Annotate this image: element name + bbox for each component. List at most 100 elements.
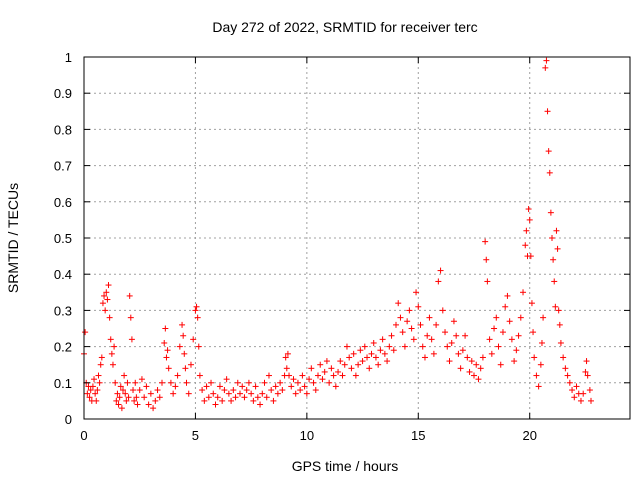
data-point	[406, 307, 413, 314]
data-point	[127, 314, 134, 321]
data-point	[433, 321, 440, 328]
plot-frame	[83, 56, 631, 420]
data-point	[210, 390, 217, 397]
data-point	[390, 347, 397, 354]
data-point	[99, 300, 106, 307]
data-point	[410, 336, 417, 343]
data-point	[453, 332, 460, 339]
data-point	[483, 256, 490, 263]
data-point	[87, 387, 94, 394]
data-point	[239, 383, 246, 390]
data-point	[225, 390, 232, 397]
data-point	[426, 314, 433, 321]
data-point	[566, 379, 573, 386]
data-point	[164, 347, 171, 354]
data-point	[401, 343, 408, 350]
data-point	[550, 256, 557, 263]
data-point	[299, 372, 306, 379]
data-point	[104, 296, 111, 303]
data-point	[430, 350, 437, 357]
data-point	[136, 387, 143, 394]
data-point	[163, 354, 170, 361]
data-point	[468, 358, 475, 365]
data-point	[108, 350, 115, 357]
data-point	[337, 358, 344, 365]
data-point	[308, 365, 315, 372]
data-point	[205, 394, 212, 401]
data-point	[174, 372, 181, 379]
y-tick-label: 0	[65, 412, 72, 427]
data-point	[124, 379, 131, 386]
data-point	[557, 339, 564, 346]
data-point	[328, 365, 335, 372]
data-point	[466, 368, 473, 375]
data-point	[446, 358, 453, 365]
x-axis-ticks: 0 5 10 15 20	[80, 57, 537, 443]
data-points	[81, 57, 594, 412]
data-point	[310, 379, 317, 386]
data-point	[138, 376, 145, 383]
data-point	[172, 383, 179, 390]
data-point	[583, 358, 590, 365]
data-point	[495, 343, 502, 350]
data-point	[508, 336, 515, 343]
data-point	[176, 343, 183, 350]
data-point	[517, 314, 524, 321]
data-point	[122, 390, 129, 397]
data-point	[323, 358, 330, 365]
data-point	[312, 387, 319, 394]
data-point	[111, 343, 118, 350]
data-point	[98, 354, 105, 361]
data-point	[493, 314, 500, 321]
data-point	[114, 390, 121, 397]
data-point	[165, 365, 172, 372]
data-point	[254, 394, 261, 401]
data-point	[370, 339, 377, 346]
data-point	[292, 390, 299, 397]
y-tick-label: 0.5	[54, 231, 72, 246]
data-point	[116, 394, 123, 401]
data-point	[214, 394, 221, 401]
data-point	[96, 379, 103, 386]
x-tick-label: 10	[300, 428, 314, 443]
data-point	[533, 372, 540, 379]
data-point	[103, 289, 110, 296]
data-point	[152, 397, 159, 404]
data-point	[192, 307, 199, 314]
data-point	[404, 318, 411, 325]
data-point	[341, 361, 348, 368]
data-point	[288, 383, 295, 390]
data-point	[335, 368, 342, 375]
data-point	[552, 303, 559, 310]
y-tick-label: 0.3	[54, 303, 72, 318]
data-point	[159, 379, 165, 386]
data-point	[352, 372, 359, 379]
data-point	[569, 387, 576, 394]
data-point	[547, 209, 554, 216]
data-point	[196, 372, 203, 379]
data-point	[284, 350, 291, 357]
data-point	[526, 216, 533, 223]
data-point	[145, 401, 152, 408]
grid-lines	[84, 57, 630, 419]
data-point	[538, 339, 545, 346]
data-point	[388, 332, 395, 339]
data-point	[187, 361, 194, 368]
data-point	[237, 390, 243, 397]
data-point	[499, 329, 506, 336]
data-point	[459, 347, 466, 354]
data-point	[475, 376, 482, 383]
data-point	[479, 354, 486, 361]
data-point	[366, 365, 373, 372]
data-point	[190, 336, 197, 343]
data-point	[128, 336, 135, 343]
data-point	[511, 358, 518, 365]
data-point	[268, 387, 275, 394]
data-point	[199, 387, 206, 394]
data-point	[504, 292, 511, 299]
data-point	[180, 332, 187, 339]
data-point	[194, 314, 201, 321]
data-point	[355, 361, 362, 368]
data-point	[537, 361, 544, 368]
